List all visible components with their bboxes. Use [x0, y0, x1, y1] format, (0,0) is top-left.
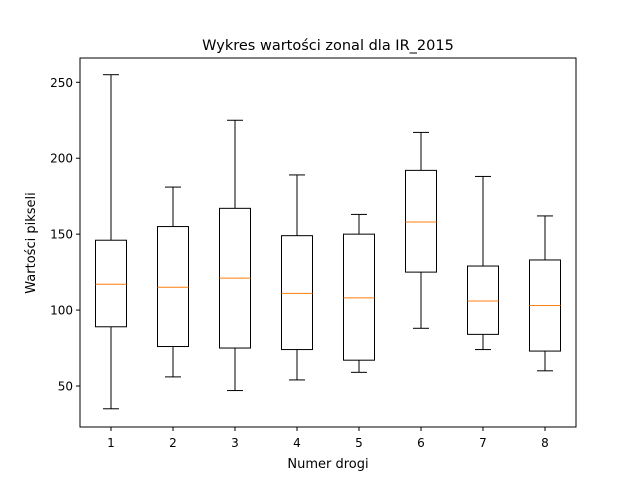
x-tick-label: 1 — [107, 436, 115, 450]
x-tick-label: 8 — [541, 436, 549, 450]
y-tick-label: 100 — [50, 304, 73, 318]
plot-area: 50 100 150 200 250 1 2 3 4 5 6 7 8 — [50, 74, 561, 450]
box — [343, 233, 375, 361]
x-tick-label: 3 — [231, 436, 239, 450]
chart-title: Wykres wartości zonal dla IR_2015 — [202, 38, 454, 54]
x-axis-label: Numer drogi — [287, 457, 368, 472]
x-tick-label: 5 — [355, 436, 363, 450]
box — [467, 265, 499, 335]
box — [95, 239, 127, 328]
x-tick-label: 2 — [169, 436, 177, 450]
axes-frame — [79, 57, 577, 428]
y-tick-label: 200 — [50, 152, 73, 166]
box — [405, 169, 437, 273]
x-tick-label: 6 — [417, 436, 425, 450]
y-tick-label: 50 — [58, 380, 73, 394]
y-tick-label: 150 — [50, 228, 73, 242]
y-axis-label: Wartości pikseli — [24, 192, 39, 293]
box — [281, 235, 313, 351]
y-tick-label: 250 — [50, 76, 73, 90]
box — [157, 226, 189, 348]
x-tick-label: 7 — [479, 436, 487, 450]
x-tick-label: 4 — [293, 436, 301, 450]
